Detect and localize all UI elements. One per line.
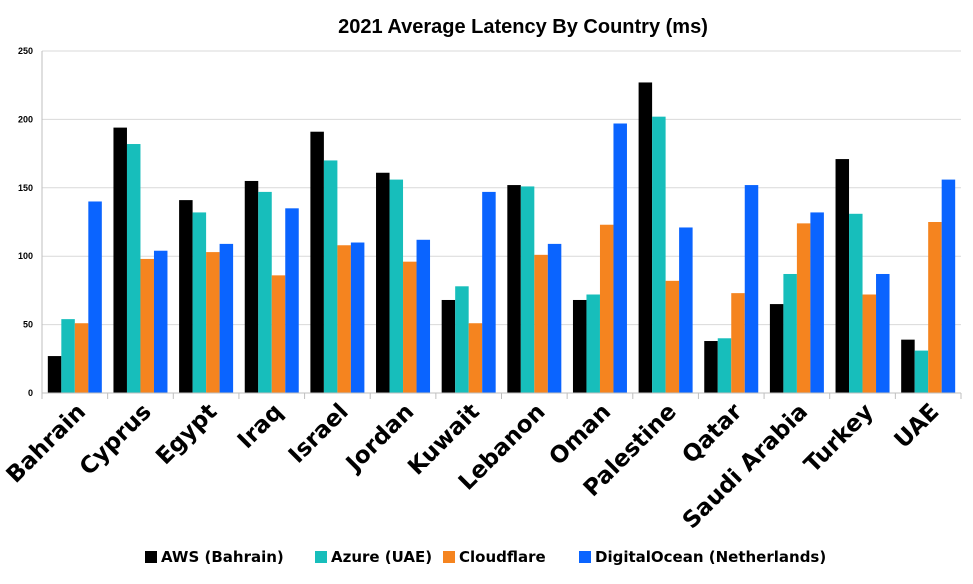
bar-turkey-series-2 <box>862 294 877 393</box>
bar-uae-series-3 <box>941 179 956 393</box>
bar-palestine-series-2 <box>665 280 680 393</box>
legend-swatch <box>145 551 157 563</box>
bar-israel-series-1 <box>323 160 338 393</box>
bar-egypt-series-3 <box>219 243 234 393</box>
legend-label: AWS (Bahrain) <box>161 548 284 566</box>
bar-saudi-arabia-series-1 <box>783 273 797 393</box>
y-tick-label: 150 <box>18 183 33 193</box>
bar-jordan-series-0 <box>376 172 390 393</box>
bar-uae-series-1 <box>914 350 929 393</box>
bar-qatar-series-3 <box>744 185 759 393</box>
legend-swatch <box>443 551 455 563</box>
axes <box>41 51 962 399</box>
legend-label: Cloudflare <box>459 548 546 566</box>
bar-cyprus-series-1 <box>126 144 141 393</box>
y-tick-label: 100 <box>18 251 33 261</box>
legend-label: DigitalOcean (Netherlands) <box>595 548 826 566</box>
bar-egypt-series-0 <box>179 200 193 393</box>
bar-lebanon-series-1 <box>520 186 535 393</box>
bar-qatar-series-2 <box>731 293 745 393</box>
x-tick-label: Bahrain <box>2 399 91 488</box>
bar-palestine-series-0 <box>638 82 653 394</box>
bar-palestine-series-1 <box>652 116 666 393</box>
bar-jordan-series-2 <box>403 261 417 393</box>
legend-swatch <box>579 551 591 563</box>
bar-egypt-series-1 <box>192 212 207 393</box>
bar-iraq-series-2 <box>271 275 286 393</box>
bar-lebanon-series-0 <box>507 185 521 393</box>
bar-oman-series-2 <box>599 224 614 393</box>
bar-turkey-series-1 <box>849 213 863 393</box>
bar-israel-series-2 <box>337 245 351 393</box>
bar-bahrain-series-1 <box>61 319 75 393</box>
bar-saudi-arabia-series-0 <box>769 304 784 393</box>
x-tick-label: Iraq <box>233 399 288 454</box>
legend-swatch <box>315 551 327 563</box>
bar-bahrain-series-2 <box>74 323 89 393</box>
y-axis-ticks: 0 50 100 150 200 250 <box>18 46 33 398</box>
x-tick-label: UAE <box>890 399 945 454</box>
bar-bahrain-series-0 <box>47 356 62 393</box>
bar-oman-series-0 <box>572 299 587 393</box>
bar-saudi-arabia-series-2 <box>796 223 811 393</box>
bar-kuwait-series-0 <box>441 299 456 393</box>
bar-kuwait-series-3 <box>482 191 496 393</box>
x-tick-label: Cyprus <box>75 399 157 481</box>
bar-turkey-series-3 <box>876 273 890 393</box>
bar-bahrain-series-3 <box>88 201 102 393</box>
bar-jordan-series-3 <box>416 239 431 393</box>
bar-turkey-series-0 <box>835 159 850 393</box>
bar-cyprus-series-0 <box>113 127 127 393</box>
bar-oman-series-1 <box>586 294 600 393</box>
bar-egypt-series-2 <box>206 252 220 393</box>
y-tick-label: 200 <box>18 114 33 124</box>
y-tick-label: 250 <box>18 46 33 56</box>
bar-uae-series-2 <box>928 222 942 393</box>
bar-palestine-series-3 <box>679 227 693 393</box>
bars <box>47 82 956 394</box>
bar-cyprus-series-3 <box>153 250 168 393</box>
bar-saudi-arabia-series-3 <box>810 212 824 393</box>
bar-iraq-series-0 <box>244 180 259 393</box>
bar-uae-series-0 <box>901 339 915 393</box>
legend: AWS (Bahrain) Azure (UAE) Cloudflare Digita… <box>145 548 826 566</box>
legend-label: Azure (UAE) <box>331 548 432 566</box>
bar-lebanon-series-3 <box>547 243 562 393</box>
y-tick-label: 50 <box>23 320 33 330</box>
bar-cyprus-series-2 <box>140 258 154 393</box>
bar-oman-series-3 <box>613 123 627 393</box>
x-tick-label: Turkey <box>799 399 878 478</box>
y-tick-label: 0 <box>28 388 33 398</box>
bar-jordan-series-1 <box>389 179 404 393</box>
bar-kuwait-series-1 <box>455 286 469 393</box>
bar-qatar-series-0 <box>704 341 718 393</box>
chart-title: 2021 Average Latency By Country (ms) <box>338 16 708 38</box>
bar-iraq-series-1 <box>258 191 272 393</box>
x-tick-label: Egypt <box>151 399 222 470</box>
bar-iraq-series-3 <box>285 208 299 393</box>
bar-kuwait-series-2 <box>468 323 483 393</box>
bar-israel-series-0 <box>310 131 324 393</box>
bar-qatar-series-1 <box>717 338 732 393</box>
bar-lebanon-series-2 <box>534 254 548 393</box>
bar-israel-series-3 <box>350 242 365 393</box>
